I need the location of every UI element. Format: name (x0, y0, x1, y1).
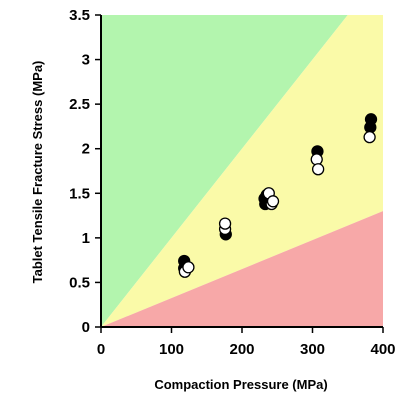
x-tick-label: 300 (300, 341, 325, 358)
x-tick-label: 200 (229, 341, 254, 358)
y-tick-label: 2.5 (69, 96, 90, 113)
x-tick-label: 400 (370, 341, 395, 358)
x-tick-label: 100 (159, 341, 184, 358)
y-axis-ticks: 0 0.5 1 1.5 2 2.5 3 3.5 (69, 7, 101, 336)
open-data-point (311, 163, 325, 176)
plot-regions (101, 15, 383, 327)
region-lower (101, 211, 383, 327)
open-data-point (363, 130, 376, 144)
x-axis-title: Compaction Pressure (MPa) (154, 377, 327, 392)
y-tick-label: 2 (82, 141, 90, 158)
y-tick-label: 1.5 (69, 185, 90, 202)
y-tick-label: 0 (82, 319, 90, 336)
y-tick-label: 3 (82, 52, 90, 69)
open-data-point (218, 217, 232, 230)
data-points (178, 113, 378, 278)
open-data-point (266, 195, 280, 208)
y-tick-label: 1 (82, 230, 90, 247)
region-middle (101, 15, 383, 327)
y-tick-label: 0.5 (69, 274, 90, 291)
x-axis-ticks: 0 100 200 300 400 (97, 327, 396, 358)
x-tick-label: 0 (97, 341, 105, 358)
y-tick-label: 3.5 (69, 7, 90, 24)
y-axis-title: Tablet Tensile Fracture Stress (MPa) (30, 61, 45, 284)
open-data-point (182, 261, 195, 274)
